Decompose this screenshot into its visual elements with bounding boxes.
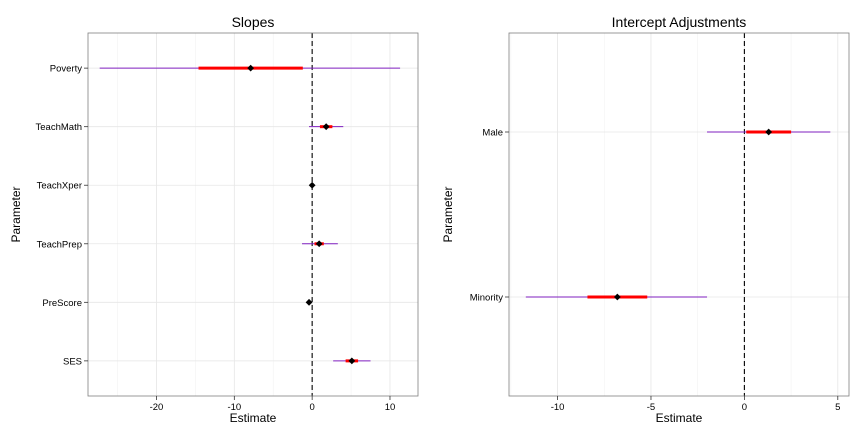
panel-title: Intercept Adjustments xyxy=(612,14,747,30)
estimate-point-ses xyxy=(348,357,356,365)
estimate-point-teachprep xyxy=(315,240,323,248)
estimate-point-teachxper xyxy=(308,181,316,189)
y-tick-label: Minority xyxy=(470,293,504,304)
y-tick-label: PreScore xyxy=(42,298,82,309)
y-axis-title: Parameter xyxy=(9,186,23,242)
x-tick-label: -5 xyxy=(647,402,655,413)
estimate-point-minority xyxy=(613,293,621,301)
panel-title: Slopes xyxy=(232,14,275,30)
y-tick-label: SES xyxy=(63,356,82,367)
x-tick-label: 5 xyxy=(835,402,840,413)
panel-1: Poverty TeachMath TeachXper TeachPrep PreSco… xyxy=(9,14,419,425)
x-tick-label: -20 xyxy=(150,402,164,413)
y-tick-label: TeachPrep xyxy=(37,239,82,250)
estimate-point-poverty xyxy=(247,64,255,72)
x-axis-title: Estimate xyxy=(656,411,703,425)
y-axis-title: Parameter xyxy=(441,186,455,242)
panel-border xyxy=(508,32,850,397)
estimate-point-male xyxy=(765,128,773,136)
y-tick-label: TeachMath xyxy=(36,122,82,133)
y-tick-label: Poverty xyxy=(50,64,82,75)
estimate-point-prescore xyxy=(305,298,313,306)
x-tick-label: 0 xyxy=(310,402,315,413)
x-tick-label: 10 xyxy=(385,402,396,413)
x-axis-title: Estimate xyxy=(230,411,277,425)
x-tick-label: -10 xyxy=(551,402,565,413)
panel-2: Male Minority -10 -5 0 5 Intercept Adjustments… xyxy=(441,14,850,425)
x-tick-label: 0 xyxy=(742,402,747,413)
x-tick-label: -10 xyxy=(227,402,241,413)
panel-border xyxy=(87,32,419,397)
estimate-point-teachmath xyxy=(322,123,330,131)
y-tick-label: Male xyxy=(482,128,503,139)
y-tick-label: TeachXper xyxy=(37,181,82,192)
